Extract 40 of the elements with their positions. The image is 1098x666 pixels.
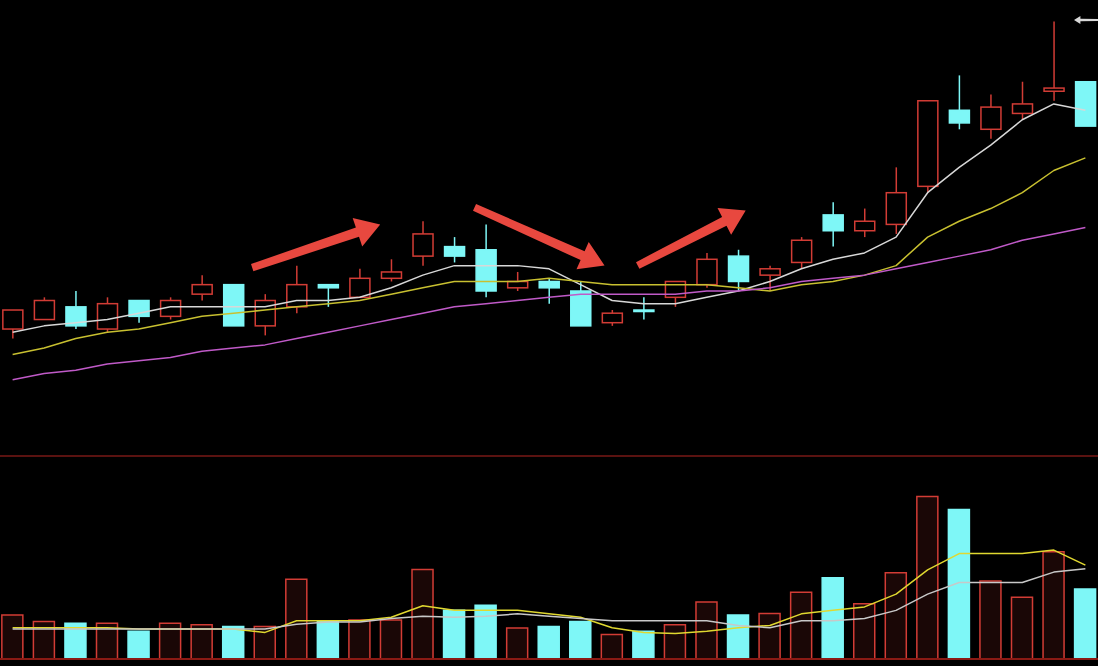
bar [1010, 596, 1034, 659]
candlestick [633, 296, 655, 321]
bar [316, 620, 340, 659]
bar [600, 633, 624, 659]
candlestick [286, 264, 308, 314]
bar [884, 572, 908, 659]
candlestick [412, 220, 434, 267]
bar [663, 624, 687, 659]
candlestick [980, 93, 1002, 140]
bar [1073, 588, 1097, 659]
bar [64, 622, 87, 659]
candlestick [1043, 20, 1065, 102]
bar [537, 625, 560, 659]
bar [852, 602, 876, 659]
candlestick [822, 201, 844, 248]
bar [190, 624, 213, 659]
bar [695, 601, 718, 659]
bar [821, 576, 844, 659]
candlestick [475, 223, 497, 299]
candlestick [191, 274, 213, 302]
bar [127, 630, 150, 659]
bar [916, 495, 939, 659]
bar [758, 612, 781, 659]
bar [411, 568, 434, 659]
bar [505, 627, 529, 659]
bar [979, 580, 1002, 659]
bar [348, 619, 371, 659]
bar [632, 630, 655, 659]
bar [379, 619, 403, 659]
bar [474, 604, 497, 659]
bar [789, 591, 813, 659]
bar [442, 609, 466, 659]
bar [285, 578, 308, 659]
bar [947, 508, 971, 659]
bar [1042, 550, 1065, 659]
bar [1, 614, 24, 659]
candlestick [696, 252, 718, 289]
bar [569, 620, 592, 659]
bar [726, 614, 750, 659]
bar [158, 622, 182, 659]
